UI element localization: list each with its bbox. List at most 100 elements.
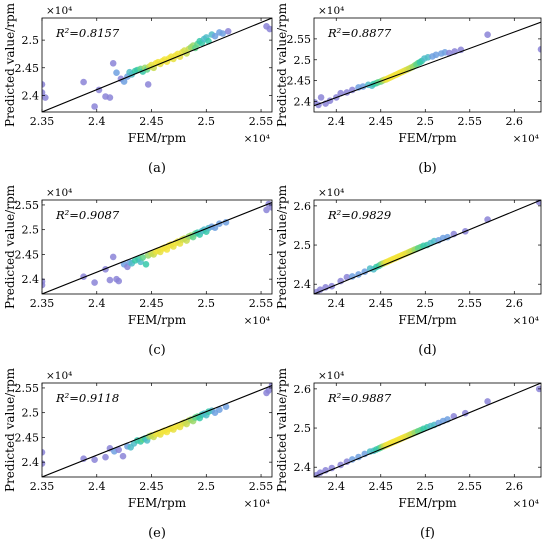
fit-line	[42, 201, 272, 294]
scatter-point	[343, 458, 351, 466]
scatter-point	[432, 51, 440, 59]
panel-label: (e)	[148, 526, 166, 541]
panel-6: 2.4 2.45 2.5 2.55 2.6 2.4 2.5 2.6 ×10⁴ ×10⁴ R²=0.9…	[275, 367, 542, 541]
scatter-point	[91, 456, 98, 464]
panel-label: (f)	[420, 526, 435, 541]
scatter-point	[316, 286, 324, 294]
x-exponent-label: ×10⁴	[513, 498, 539, 510]
fit-line	[42, 18, 272, 112]
y-tick-label: 2.4	[22, 273, 40, 286]
y-tick-label: 2.5	[22, 224, 40, 237]
scatter-point	[537, 46, 541, 53]
y-exponent-label: ×10⁴	[318, 370, 344, 382]
panel-1: 2.35 2.4 2.45 2.5 2.55 2.4 2.45 2.5 ×10⁴ ×10⁴ R²=0…	[3, 2, 273, 176]
r2-annotation: R²=0.8877	[327, 26, 392, 40]
y-tick-label: 2.5	[22, 34, 40, 47]
x-tick-label: 2.45	[369, 480, 394, 493]
scatter-point	[266, 25, 272, 33]
x-axis-label: FEM/rpm	[128, 313, 187, 327]
scatter-point	[263, 206, 270, 214]
scatter-point	[224, 28, 232, 35]
axes-frame	[41, 17, 273, 113]
y-tick-label: 2.4	[22, 456, 40, 469]
scatter-point	[109, 253, 117, 261]
x-exponent-label: ×10⁴	[513, 133, 539, 145]
y-exponent-label: ×10⁴	[46, 5, 72, 17]
axes-frame	[41, 199, 273, 295]
r2-annotation: R²=0.9887	[327, 391, 392, 405]
r2-annotation: R²=0.9118	[55, 391, 119, 405]
panel-label: (b)	[418, 161, 436, 176]
x-tick-label: 2.5	[198, 297, 216, 310]
y-tick-label: 2.4	[22, 89, 40, 102]
x-tick-label: 2.55	[249, 115, 274, 128]
x-tick-label: 2.45	[139, 115, 164, 128]
x-tick-label: 2.35	[30, 480, 55, 493]
scatter-points	[314, 21, 541, 109]
y-axis-label: Predicted value/rpm	[3, 367, 17, 492]
panel-2: 2.4 2.45 2.5 2.55 2.6 2.4 2.45 2.5 2.55 ×10⁴ ×10⁴ R…	[275, 2, 542, 176]
y-axis-label: Predicted value/rpm	[275, 2, 289, 127]
scatter-point	[106, 276, 114, 284]
scatter-points	[42, 383, 272, 477]
scatter-point	[216, 406, 223, 414]
x-tick-label: 2.4	[88, 297, 106, 310]
panel-5: 2.35 2.4 2.45 2.5 2.55 2.4 2.45 2.5 2.55 ×10⁴ ×10⁴…	[3, 367, 274, 541]
y-axis-label: Predicted value/rpm	[275, 367, 289, 492]
y-tick-label: 2.4	[294, 96, 312, 109]
x-exponent-label: ×10⁴	[244, 133, 270, 145]
panel-4: 2.4 2.45 2.5 2.55 2.6 2.4 2.5 2.6 ×10⁴ ×10⁴ R²=0.9…	[275, 184, 542, 358]
x-tick-label: 2.55	[458, 297, 483, 310]
y-exponent-label: ×10⁴	[318, 5, 344, 17]
scatter-point	[102, 453, 109, 461]
y-tick-label: 2.55	[287, 33, 312, 46]
x-tick-label: 2.35	[30, 297, 55, 310]
x-tick-label: 2.4	[328, 297, 346, 310]
x-tick-label: 2.55	[458, 480, 483, 493]
x-exponent-label: ×10⁴	[244, 315, 270, 327]
panel-label: (d)	[418, 343, 436, 358]
scatter-point	[219, 30, 226, 37]
axes-frame	[313, 17, 542, 113]
scatter-points	[314, 383, 541, 477]
x-tick-label: 2.4	[328, 480, 346, 493]
panel-label: (c)	[148, 343, 165, 358]
x-tick-label: 2.55	[249, 297, 274, 310]
x-tick-label: 2.4	[88, 480, 106, 493]
scatter-point	[355, 453, 362, 461]
y-tick-label: 2.5	[294, 54, 312, 67]
fit-line	[42, 384, 272, 477]
y-tick-label: 2.5	[294, 422, 312, 435]
fit-line	[314, 200, 541, 294]
x-tick-label: 2.55	[249, 480, 274, 493]
scatter-point	[42, 281, 46, 289]
y-tick-label: 2.45	[15, 62, 40, 75]
x-tick-label: 2.5	[417, 297, 435, 310]
axes-frame	[313, 382, 542, 478]
scatter-point	[42, 81, 46, 88]
x-tick-label: 2.45	[139, 480, 164, 493]
scatter-point	[316, 469, 324, 477]
y-tick-label: 2.45	[287, 75, 312, 88]
scatter-point	[222, 403, 230, 411]
x-tick-label: 2.45	[369, 297, 394, 310]
y-tick-label: 2.5	[294, 239, 312, 252]
scatter-point	[265, 387, 272, 394]
x-tick-label: 2.35	[30, 115, 55, 128]
y-tick-label: 2.55	[15, 199, 40, 212]
scatter-point	[328, 464, 336, 472]
scatter-point	[144, 81, 152, 88]
y-tick-label: 2.45	[15, 248, 40, 261]
y-axis-label: Predicted value/rpm	[3, 184, 17, 309]
r2-annotation: R²=0.9087	[55, 208, 120, 222]
x-exponent-label: ×10⁴	[244, 498, 270, 510]
scatter-point	[91, 279, 98, 286]
scatter-point	[42, 94, 49, 101]
axes-frame	[313, 199, 542, 295]
scatter-point	[109, 60, 117, 67]
scatter-points	[314, 200, 541, 294]
x-tick-label: 2.5	[417, 115, 435, 128]
scatter-point	[91, 103, 98, 110]
scatter-point	[80, 78, 87, 86]
